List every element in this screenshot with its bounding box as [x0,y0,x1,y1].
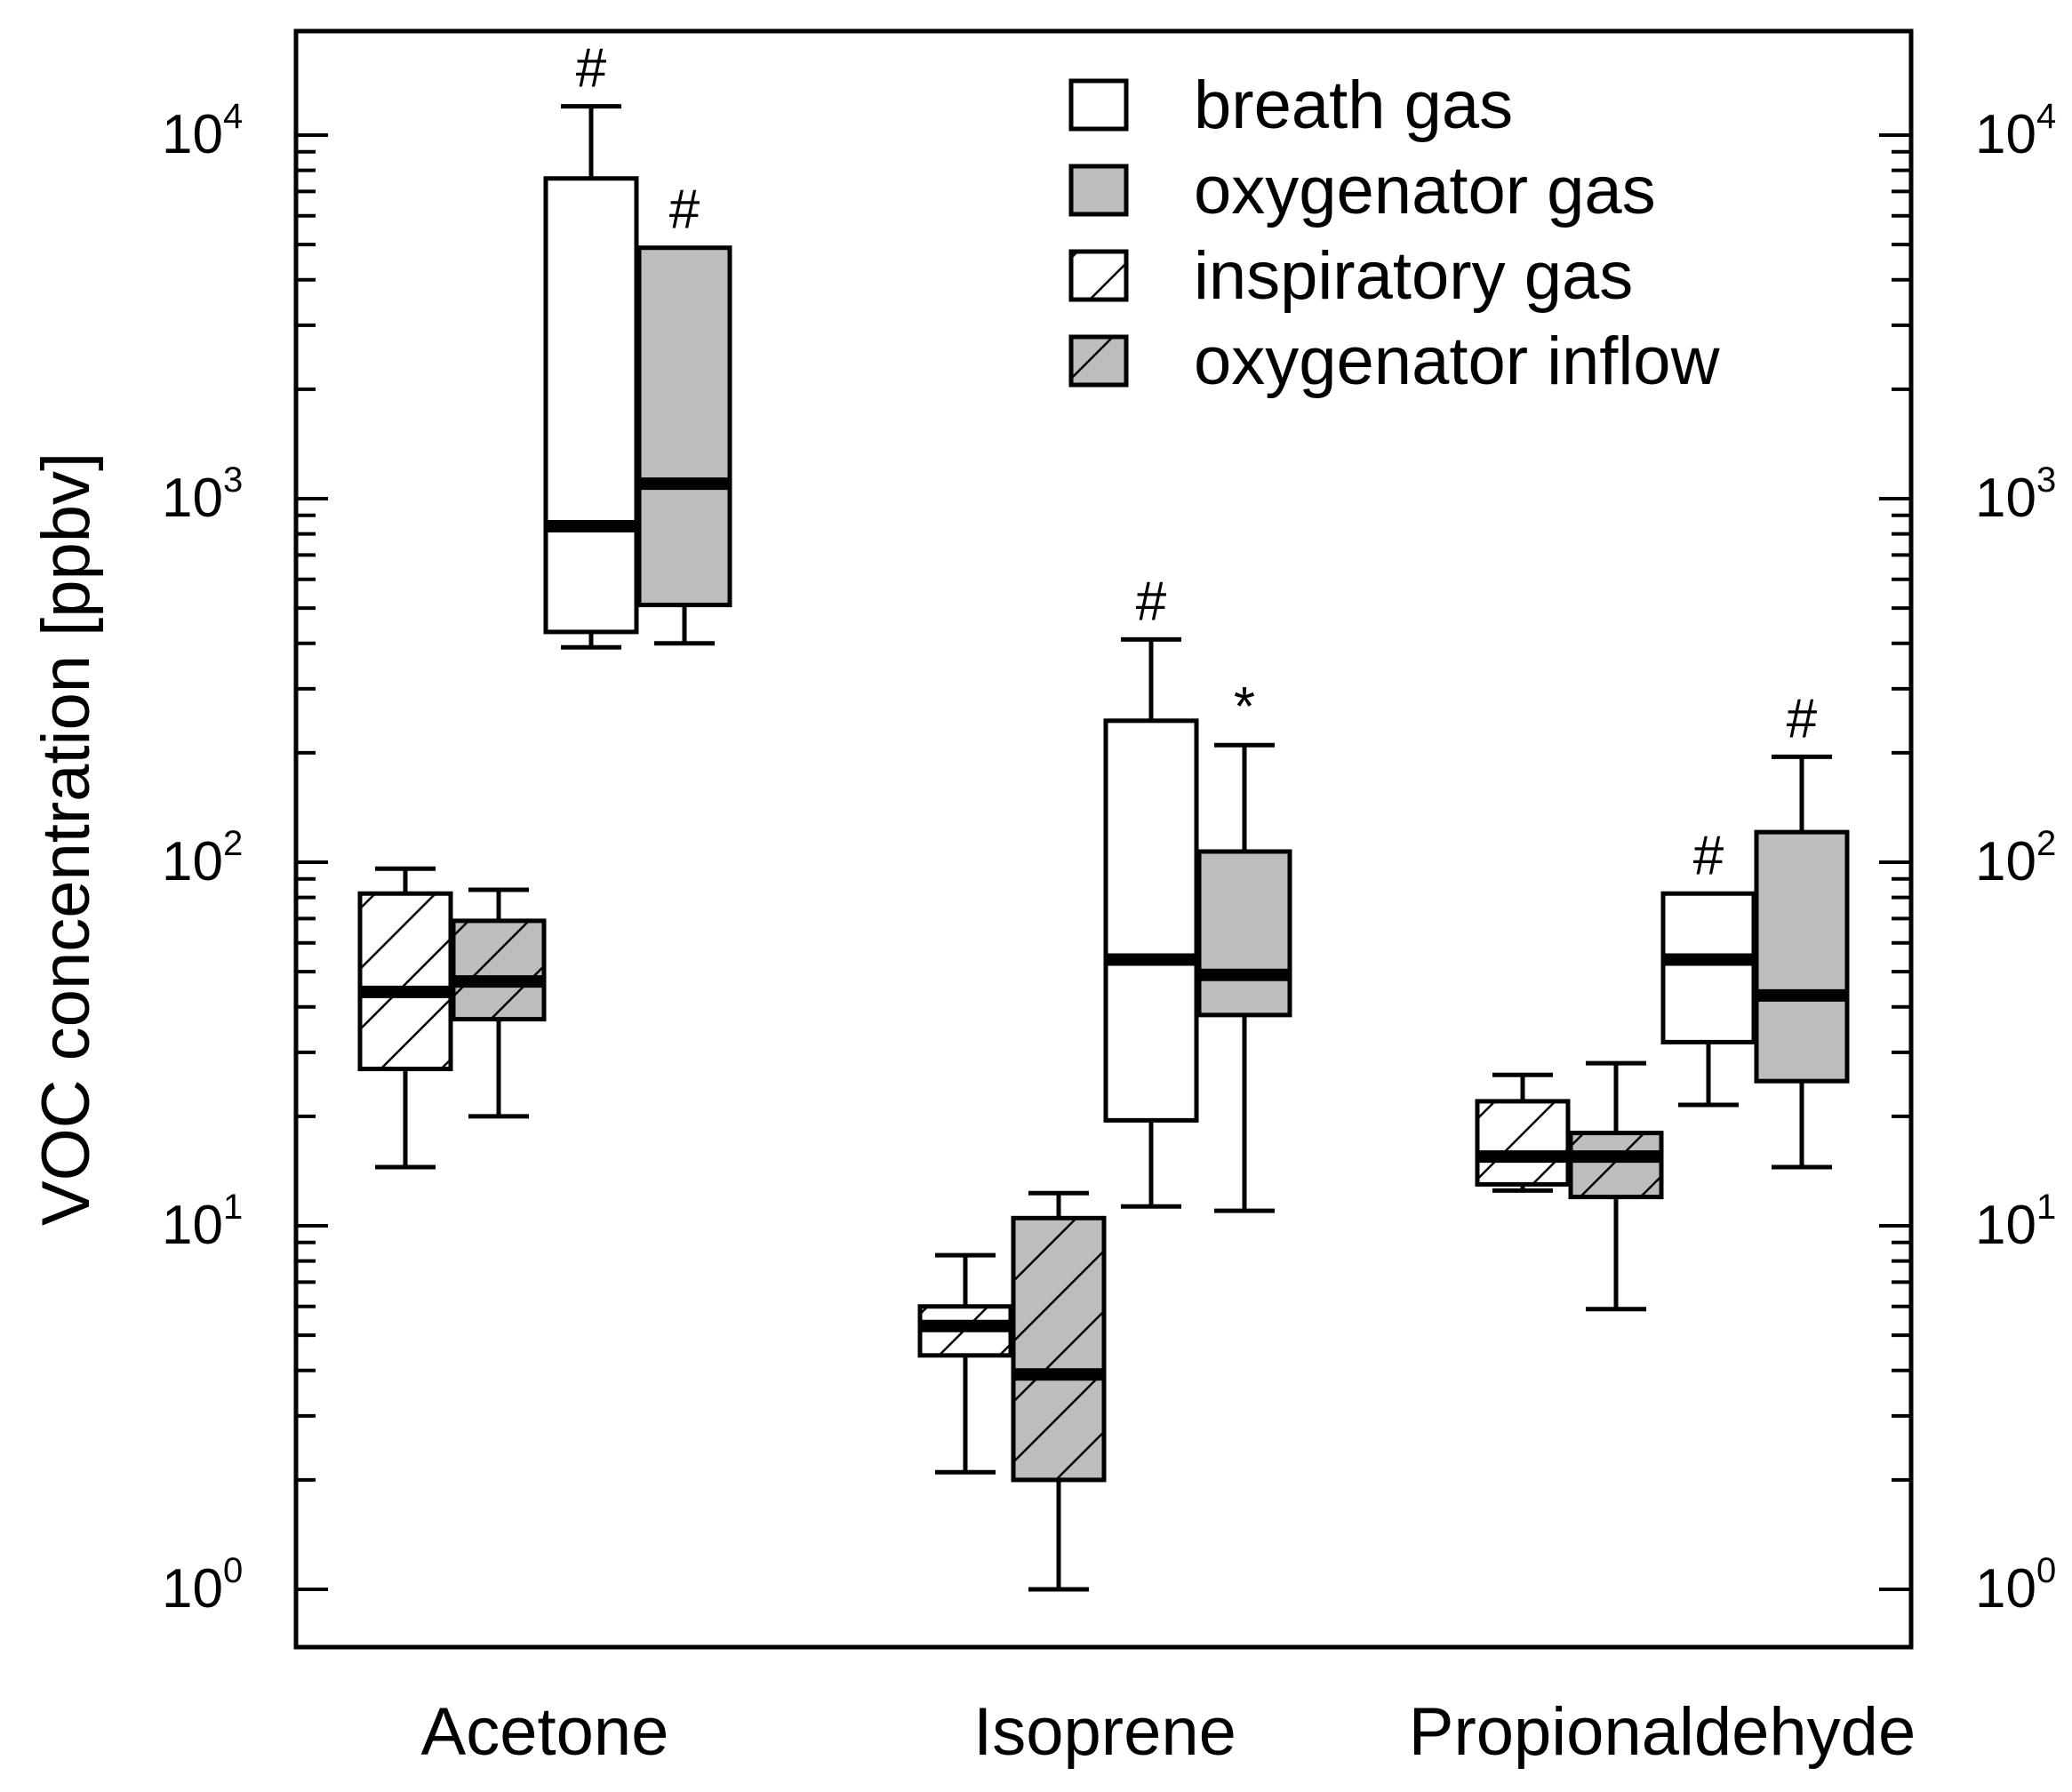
legend-swatch-outline [1068,334,1129,388]
significance-marker: # [669,180,700,241]
box-hatch [453,920,544,1020]
box-inspiratory-gas-acetone [357,866,453,1170]
box-outline [1660,891,1756,1044]
box-outline [1568,1131,1664,1200]
box-hatch [1013,1218,1104,1480]
plot-frame [293,28,1914,1650]
legend-item-breath-gas: breath gas [1068,68,1513,143]
legend-swatch-fill [1071,81,1126,129]
box-breath-gas-acetone: # [543,38,639,650]
box-hatch [1571,1132,1661,1197]
box-inspiratory-gas-isoprene [917,1252,1013,1475]
legend-swatch-hatch [1071,252,1126,300]
significance-marker: # [1787,688,1818,749]
box-oxygenator-inflow-isoprene [1011,1190,1107,1592]
box-breath-gas-propionaldehyde: # [1660,825,1756,1108]
y-tick-label-left: 102 [162,824,243,892]
box-fill [1663,893,1754,1043]
legend-swatch-outline [1068,249,1129,302]
box-oxygenator-gas-isoprene: * [1196,676,1292,1213]
box-hatch [360,893,451,1069]
category-label-acetone: Acetone [421,1694,669,1770]
y-tick-label-right: 104 [1975,97,2056,165]
box-fill [1106,720,1196,1121]
box-inspiratory-gas-propionaldehyde [1475,1072,1571,1193]
y-tick-label-left: 100 [162,1551,243,1620]
legend-swatch-outline [1068,164,1129,217]
box-fill [546,178,636,632]
box-outline [1196,849,1292,1018]
y-tick-label-left: 101 [162,1188,243,1256]
box-fill [1199,851,1290,1015]
y-tick-label-left: 103 [162,460,243,529]
box-outline [636,245,732,608]
legend-item-inspiratory-gas: inspiratory gas [1068,238,1633,314]
box-fill [639,247,730,605]
legend-label: breath gas [1194,68,1513,143]
legend-swatch-hatch [1071,337,1126,385]
box-hatch [1477,1100,1568,1185]
significance-marker: # [576,38,607,100]
box-oxygenator-inflow-acetone [451,887,547,1119]
category-label-isoprene: Isoprene [973,1694,1236,1770]
box-oxygenator-gas-acetone: # [636,180,732,646]
legend-label: inspiratory gas [1194,238,1633,314]
box-oxygenator-gas-propionaldehyde: # [1754,688,1850,1170]
legend-label: oxygenator inflow [1194,324,1721,399]
box-fill [1756,832,1847,1082]
significance-marker: # [1693,825,1724,886]
box-outline [543,176,639,635]
significance-marker: # [1136,571,1167,632]
legend-swatch-fill [1071,166,1126,214]
box-outline [1103,718,1199,1123]
box-oxygenator-inflow-propionaldehyde [1568,1060,1664,1312]
legend-label: oxygenator gas [1194,153,1656,228]
legend-item-oxygenator-inflow: oxygenator inflow [1068,324,1721,399]
box-outline [451,918,547,1022]
y-tick-label-right: 101 [1975,1188,2056,1256]
y-tick-label-left: 104 [162,97,243,165]
box-outline [1475,1099,1571,1187]
significance-marker: * [1234,676,1255,738]
y-tick-label-right: 103 [1975,460,2056,529]
y-axis-title: VOC concentration [ppbv] [28,452,104,1226]
y-tick-label-right: 100 [1975,1551,2056,1620]
box-outline [1011,1215,1107,1483]
box-outline [357,891,453,1072]
legend-item-oxygenator-gas: oxygenator gas [1068,153,1656,228]
category-label-propionaldehyde: Propionaldehyde [1409,1694,1916,1770]
y-tick-label-right: 102 [1975,824,2056,892]
legend-swatch-outline [1068,78,1129,132]
box-outline [1754,829,1850,1084]
box-breath-gas-isoprene: # [1103,571,1199,1209]
